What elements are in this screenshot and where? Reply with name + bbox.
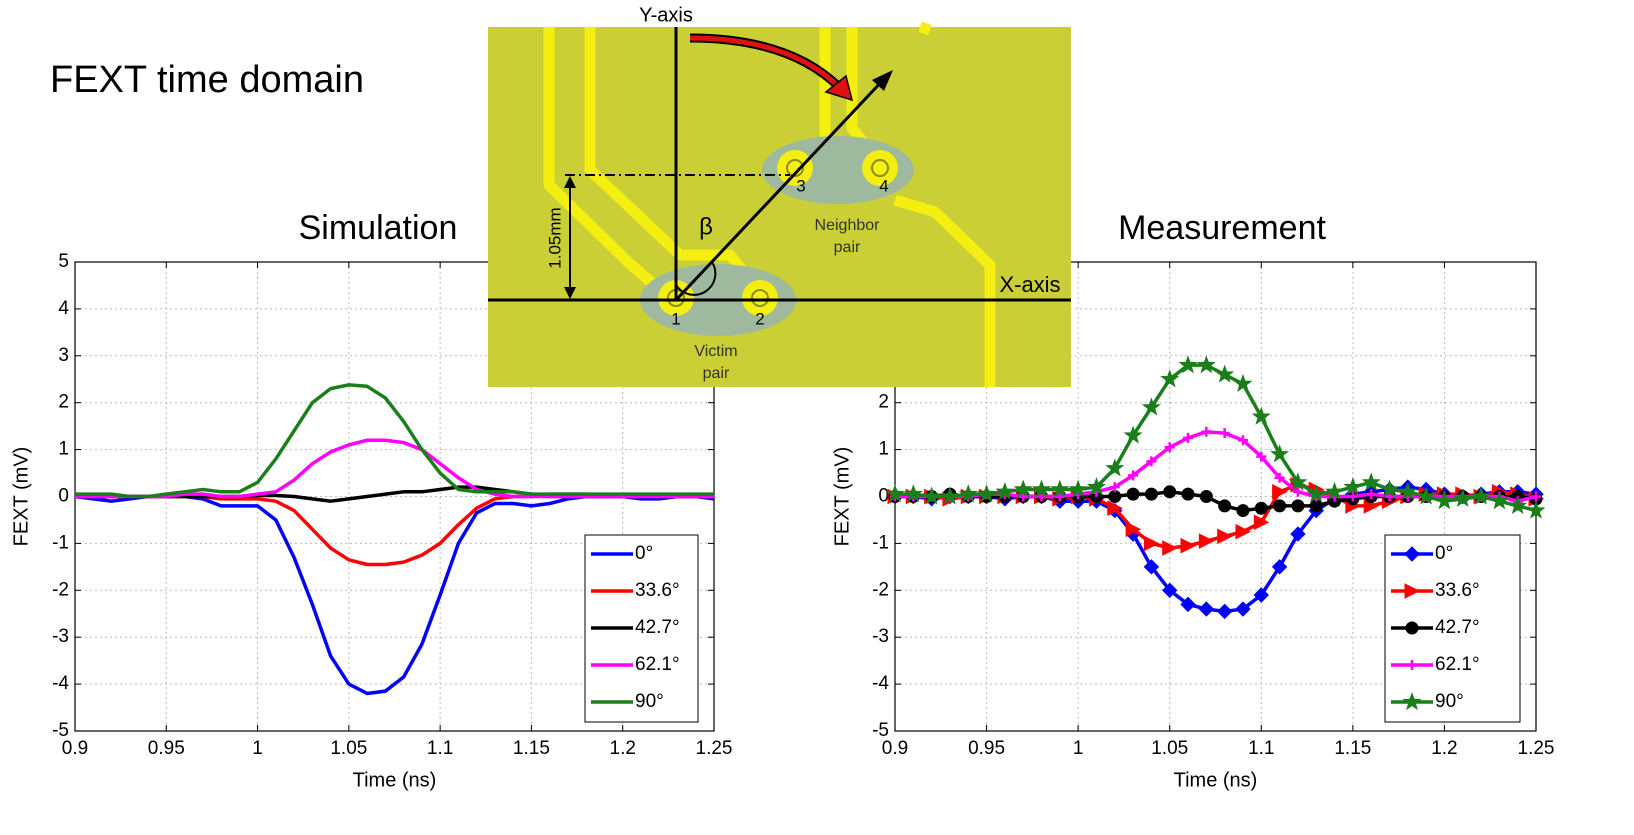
legend-label: 0°	[1435, 543, 1453, 564]
x-tick-label: 0.9	[882, 738, 908, 759]
neighbor-label: pair	[834, 239, 861, 256]
legend-label: 33.6°	[1435, 580, 1480, 601]
y-tick-label: 5	[58, 251, 69, 272]
distance-label: 1.05mm	[545, 207, 564, 268]
y-tick-label: 0	[878, 486, 889, 507]
chart-title: Simulation	[299, 209, 458, 247]
x-tick-label: 0.95	[148, 738, 185, 759]
neighbor-label: Neighbor	[815, 217, 881, 234]
x-tick-label: 1.05	[330, 738, 367, 759]
legend-label: 62.1°	[1435, 654, 1480, 675]
y-tick-label: -4	[52, 673, 69, 694]
pad	[777, 150, 813, 186]
x-axis-label: X-axis	[999, 272, 1060, 297]
y-tick-label: 3	[58, 345, 69, 366]
y-tick-label: 0	[58, 486, 69, 507]
legend-label: 90°	[1435, 691, 1464, 712]
y-tick-label: 2	[878, 392, 889, 413]
y-tick-label: -3	[52, 626, 69, 647]
victim-label: Victim	[694, 343, 737, 360]
x-tick-label: 1.1	[427, 738, 453, 759]
y-axis-label: FEXT (mV)	[10, 447, 32, 547]
y-tick-label: 2	[58, 392, 69, 413]
legend-label: 62.1°	[635, 654, 680, 675]
victim-label: pair	[703, 365, 730, 382]
slide-title: FEXT time domain	[50, 59, 364, 101]
x-axis-label: Time (ns)	[353, 769, 437, 791]
marker	[1164, 486, 1176, 498]
marker	[1219, 500, 1231, 512]
marker	[1310, 500, 1322, 512]
y-tick-label: -4	[872, 673, 889, 694]
y-tick-label: -3	[872, 626, 889, 647]
x-tick-label: 1.2	[1431, 738, 1457, 759]
legend-label: 0°	[635, 543, 653, 564]
marker	[1200, 491, 1212, 503]
marker	[1127, 488, 1139, 500]
x-tick-label: 1.25	[1518, 738, 1555, 759]
slide: FEXT time domain -5-4-3-2-10123450.90.95…	[0, 0, 1634, 835]
x-axis-label: Time (ns)	[1174, 769, 1258, 791]
y-tick-label: -2	[52, 579, 69, 600]
marker	[1237, 505, 1249, 517]
pin-label: 2	[755, 309, 764, 328]
x-tick-label: 1.2	[610, 738, 636, 759]
marker	[1292, 500, 1304, 512]
pcb-diagram: Y-axis X-axis 1.05mm β 1 2 3 4 Neighbor …	[488, 4, 1071, 387]
marker	[1255, 502, 1267, 514]
marker	[1274, 500, 1286, 512]
angle-label: β	[699, 213, 713, 240]
y-axis-label: Y-axis	[639, 4, 693, 26]
legend-label: 33.6°	[635, 580, 680, 601]
x-tick-label: 1.25	[696, 738, 733, 759]
y-tick-label: -1	[52, 532, 69, 553]
y-tick-label: 1	[58, 439, 69, 460]
legend-label: 42.7°	[635, 617, 680, 638]
x-tick-label: 1.15	[1334, 738, 1371, 759]
legend-label: 90°	[635, 691, 664, 712]
pin-label: 3	[796, 176, 805, 195]
x-tick-label: 1.15	[513, 738, 550, 759]
pin-label: 4	[879, 176, 888, 195]
legend-marker	[1406, 622, 1418, 634]
y-tick-label: 1	[878, 439, 889, 460]
marker	[1145, 488, 1157, 500]
x-tick-label: 1.05	[1151, 738, 1188, 759]
trace	[920, 27, 930, 30]
pin-label: 1	[671, 309, 680, 328]
x-tick-label: 1	[252, 738, 263, 759]
x-tick-label: 0.9	[62, 738, 88, 759]
x-tick-label: 1	[1073, 738, 1084, 759]
y-axis-label: FEXT (mV)	[831, 447, 853, 547]
x-tick-label: 1.1	[1248, 738, 1274, 759]
marker	[1109, 491, 1121, 503]
legend-label: 42.7°	[1435, 617, 1480, 638]
chart-title: Measurement	[1118, 209, 1326, 247]
y-tick-label: -2	[872, 579, 889, 600]
y-tick-label: -1	[872, 532, 889, 553]
y-tick-label: 4	[58, 298, 69, 319]
marker	[1182, 488, 1194, 500]
x-tick-label: 0.95	[968, 738, 1005, 759]
